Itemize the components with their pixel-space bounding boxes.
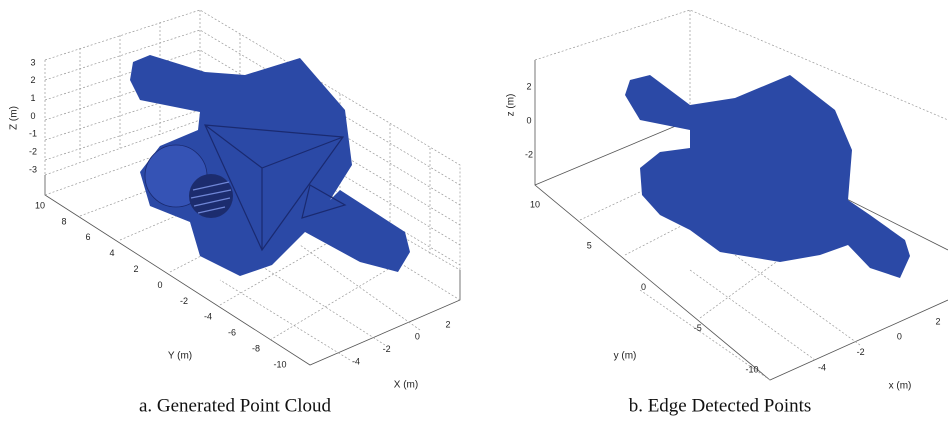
z-tick-label: 2 bbox=[30, 75, 35, 85]
x-axis-label: X (m) bbox=[394, 380, 418, 391]
x-tick-label: 2 bbox=[935, 316, 940, 326]
figure: 3210-1-2-31086420-2-4-6-8-10-4-202Z (m)Y… bbox=[0, 0, 948, 430]
z-axis-label: Z (m) bbox=[9, 106, 20, 130]
x-tick-label: -4 bbox=[352, 356, 360, 366]
y-tick-label: 5 bbox=[587, 241, 592, 251]
y-tick-label: -2 bbox=[180, 296, 188, 306]
y-axis-label: y (m) bbox=[614, 351, 637, 362]
z-tick-label: 3 bbox=[30, 57, 35, 67]
x-tick-label: -2 bbox=[857, 347, 865, 357]
z-tick-label: 2 bbox=[526, 81, 531, 91]
y-tick-label: 0 bbox=[641, 282, 646, 292]
panel-b-cloud bbox=[625, 75, 910, 278]
y-tick-label: 10 bbox=[35, 200, 45, 210]
z-axis-label: z (m) bbox=[506, 94, 517, 117]
z-tick-label: 0 bbox=[526, 115, 531, 125]
x-tick-label: -4 bbox=[818, 362, 826, 372]
y-tick-label: 0 bbox=[157, 280, 162, 290]
z-tick-label: -3 bbox=[29, 164, 37, 174]
panel-a-cloud bbox=[130, 55, 410, 276]
x-tick-label: 0 bbox=[897, 332, 902, 342]
y-tick-label: -10 bbox=[273, 359, 286, 369]
y-axis-label: Y (m) bbox=[168, 351, 192, 362]
y-tick-label: -6 bbox=[228, 328, 236, 338]
y-tick-label: -8 bbox=[252, 343, 260, 353]
y-tick-label: 4 bbox=[109, 248, 114, 258]
z-tick-label: 1 bbox=[30, 93, 35, 103]
x-tick-label: 2 bbox=[445, 319, 450, 329]
caption: b. Edge Detected Points bbox=[629, 395, 812, 416]
y-tick-label: -10 bbox=[745, 364, 758, 374]
caption: a. Generated Point Cloud bbox=[139, 395, 332, 416]
x-tick-label: -2 bbox=[383, 344, 391, 354]
z-tick-label: 0 bbox=[30, 111, 35, 121]
y-tick-label: 2 bbox=[133, 264, 138, 274]
y-tick-label: -4 bbox=[204, 312, 212, 322]
y-tick-label: 8 bbox=[61, 216, 66, 226]
z-tick-label: -1 bbox=[29, 129, 37, 139]
z-tick-label: -2 bbox=[525, 149, 533, 159]
x-tick-label: 0 bbox=[415, 332, 420, 342]
z-tick-label: -2 bbox=[29, 147, 37, 157]
y-tick-label: 10 bbox=[530, 199, 540, 209]
y-tick-label: -5 bbox=[694, 323, 702, 333]
y-tick-label: 6 bbox=[85, 232, 90, 242]
x-axis-label: x (m) bbox=[889, 381, 912, 392]
